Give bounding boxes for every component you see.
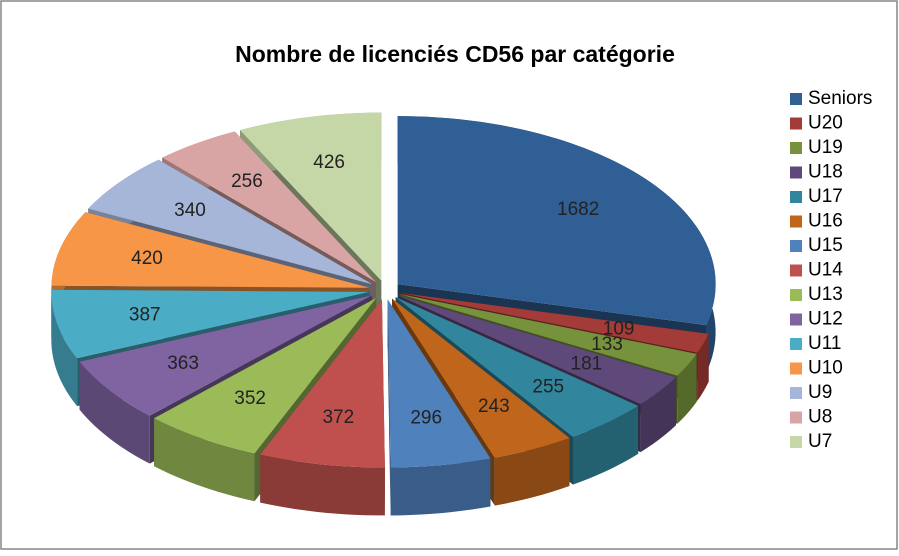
data-label: 133: [591, 334, 623, 355]
slice-group: 372: [260, 299, 385, 516]
slice-wall: [677, 353, 697, 424]
data-label: 255: [532, 376, 564, 397]
data-label: 109: [603, 318, 635, 339]
slice: [79, 295, 372, 416]
data-label: 181: [571, 353, 603, 374]
legend-swatch: [790, 142, 802, 154]
chart-title: Nombre de licenciés CD56 par catégorie: [235, 41, 675, 67]
data-label: 387: [129, 304, 161, 325]
legend-swatch: [790, 313, 802, 326]
legend-label: U14: [808, 260, 843, 281]
slice-wall: [154, 418, 255, 502]
legend-label: U12: [808, 309, 843, 330]
legend-swatch: [790, 93, 802, 105]
legend-label: U9: [808, 382, 832, 403]
data-label: 243: [478, 396, 510, 417]
data-label: 426: [313, 152, 345, 173]
slice: [400, 292, 709, 353]
legend-swatch: [790, 289, 802, 301]
legend-label: U16: [808, 211, 843, 232]
legend-swatch: [790, 117, 802, 130]
data-label: 340: [174, 200, 206, 221]
slice: [260, 299, 385, 468]
legend-label: U19: [808, 137, 843, 158]
legend-label: U8: [808, 407, 832, 428]
legend-label: U7: [808, 431, 832, 452]
slice: [398, 295, 676, 405]
legend-swatch: [790, 166, 802, 179]
slice-wall: [51, 289, 78, 407]
legend-label: U10: [808, 358, 843, 379]
legend-label: Seniors: [808, 88, 872, 109]
slice: [240, 112, 382, 281]
slice-wall: [573, 405, 639, 485]
slice: [387, 299, 491, 468]
slice: [392, 298, 570, 458]
legend-label: U13: [808, 284, 843, 305]
slice-wall: [494, 438, 570, 506]
data-label: 256: [231, 171, 263, 192]
slice: [88, 159, 373, 285]
legend-label: U20: [808, 113, 843, 134]
legend-swatch: [790, 387, 802, 399]
legend-swatch: [790, 215, 802, 228]
slice-wall: [79, 361, 150, 464]
legend-swatch: [790, 362, 802, 375]
slice: [51, 212, 370, 288]
slice-side: [387, 299, 391, 516]
slice-wall: [390, 458, 491, 516]
slice: [154, 298, 377, 454]
slice: [399, 294, 697, 376]
slice: [397, 116, 716, 326]
legend-label: U11: [808, 333, 841, 354]
data-label: 352: [234, 388, 266, 409]
legend-swatch: [790, 338, 802, 350]
data-label: 296: [410, 408, 442, 429]
slice: [162, 131, 376, 283]
data-label: 363: [167, 353, 199, 374]
slice-wall: [640, 377, 676, 453]
data-label: 372: [322, 407, 354, 428]
legend-swatch: [790, 264, 802, 277]
legend-label: U17: [808, 186, 843, 207]
slice: [395, 297, 639, 437]
data-label: 420: [131, 248, 163, 269]
legend-label: U15: [808, 235, 843, 256]
legend-swatch: [790, 436, 802, 448]
slice-wall: [697, 333, 709, 401]
legend-label: U18: [808, 162, 843, 183]
slice-wall: [260, 454, 385, 516]
slice: [51, 289, 370, 359]
legend-swatch: [790, 240, 802, 252]
slice-group: 296: [387, 299, 491, 516]
legend-swatch: [790, 191, 802, 203]
legend-swatch: [790, 411, 802, 424]
data-label: 1682: [557, 199, 599, 220]
